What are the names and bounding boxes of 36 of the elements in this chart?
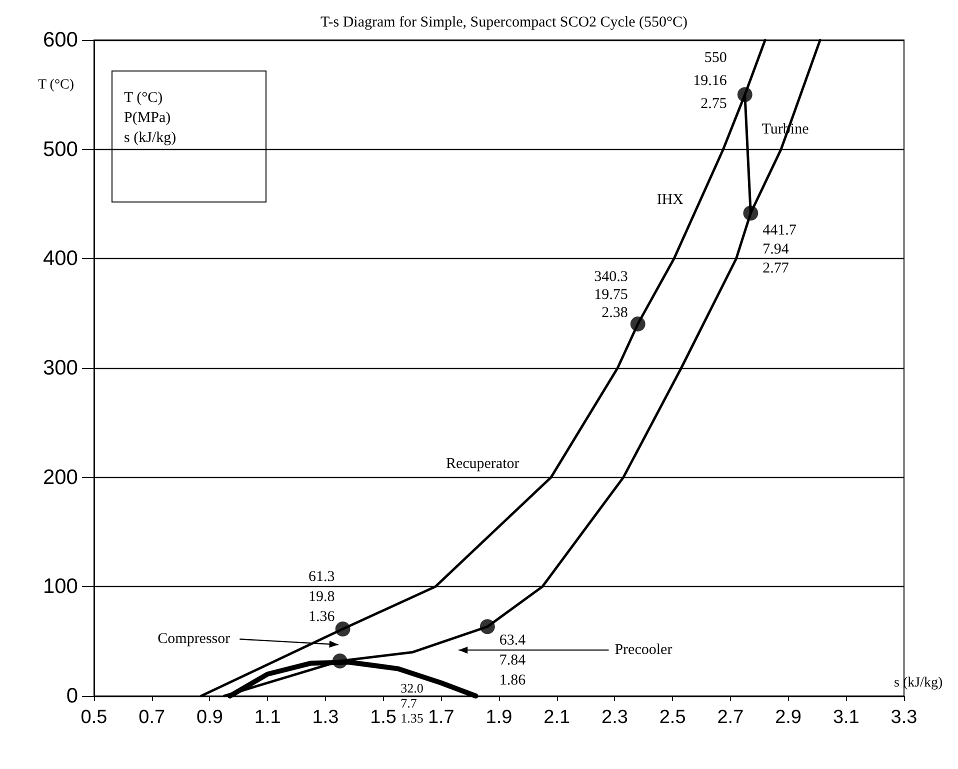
y-tick-label: 300: [42, 356, 78, 380]
x-tick-label: 3.3: [890, 707, 918, 728]
annotation: 340.3 19.75 2.38: [594, 268, 628, 321]
annotation: 32.0 7.7 1.35: [400, 680, 424, 726]
annotation: 441.7 7.94 2.77: [762, 222, 797, 277]
annotation: Recuperator: [446, 456, 520, 472]
x-tick-label: 1.1: [254, 707, 281, 728]
y-tick-label: 100: [42, 575, 78, 598]
x-tick-label: 1.9: [486, 707, 512, 728]
x-axis-title: s (kJ/kg): [894, 676, 943, 690]
y-tick-label: 400: [42, 247, 78, 270]
x-tick-label: 0.7: [138, 707, 166, 728]
y-tick-label: 200: [42, 466, 78, 489]
annotation: T (°C) P(MPa) s (kJ/kg): [124, 90, 176, 146]
chart-title: T-s Diagram for Simple, Supercompact SCO2 Cycle (550°C): [320, 14, 688, 30]
x-tick-label: 0.5: [80, 707, 108, 728]
annotation: Precooler: [614, 642, 672, 658]
y-tick-label: 0: [66, 684, 78, 708]
annotation: 63.4 7.84 1.86: [499, 632, 526, 689]
x-tick-label: 3.1: [832, 707, 860, 728]
annotation: Compressor: [158, 631, 230, 648]
x-tick-label: 1.3: [312, 707, 339, 728]
y-axis-title: T (°C): [38, 78, 74, 92]
x-tick-label: 0.9: [196, 707, 223, 728]
x-tick-label: 2.1: [544, 707, 570, 728]
y-tick-label: 500: [42, 138, 78, 161]
y-tick-label: 600: [42, 28, 78, 52]
x-tick-label: 2.5: [659, 707, 686, 728]
annotation: IHX: [656, 192, 684, 208]
x-tick-label: 1.5: [370, 707, 396, 728]
annotation: 550 19.16 2.75: [693, 50, 728, 112]
x-tick-label: 2.9: [775, 707, 802, 728]
x-tick-label: 1.7: [428, 707, 454, 728]
x-tick-label: 2.7: [717, 707, 744, 728]
x-tick-label: 2.3: [602, 707, 628, 728]
annotation: 61.3 19.8 1.36: [308, 568, 336, 625]
